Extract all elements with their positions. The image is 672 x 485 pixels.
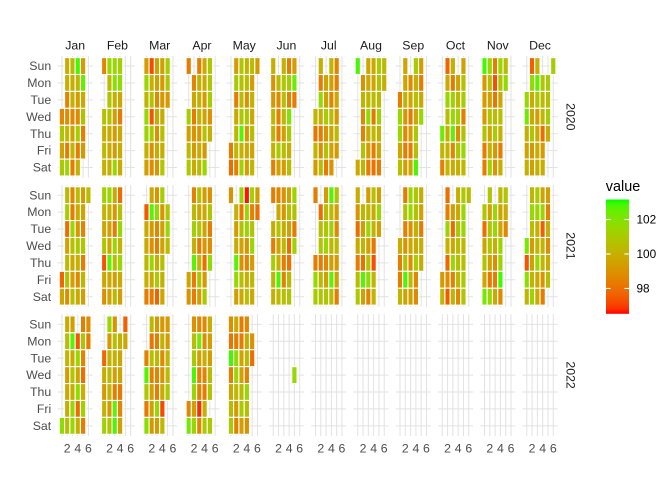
svg-text:Jan: Jan [65, 39, 85, 53]
svg-text:2: 2 [106, 442, 113, 456]
svg-text:6: 6 [465, 442, 472, 456]
svg-text:6: 6 [212, 442, 219, 456]
svg-text:Sat: Sat [33, 290, 52, 304]
svg-text:Dec: Dec [529, 39, 551, 53]
svg-text:6: 6 [508, 442, 515, 456]
svg-text:2: 2 [64, 442, 71, 456]
svg-text:4: 4 [74, 442, 81, 456]
svg-text:2021: 2021 [563, 232, 577, 260]
svg-text:4: 4 [539, 442, 546, 456]
svg-text:value: value [606, 179, 640, 195]
svg-text:Thu: Thu [30, 127, 51, 141]
svg-text:2020: 2020 [563, 103, 577, 131]
svg-text:4: 4 [117, 442, 124, 456]
svg-text:6: 6 [254, 442, 261, 456]
svg-text:2: 2 [444, 442, 451, 456]
svg-text:6: 6 [339, 442, 346, 456]
svg-text:May: May [233, 39, 257, 53]
svg-text:4: 4 [497, 442, 504, 456]
svg-text:4: 4 [201, 442, 208, 456]
svg-text:Mon: Mon [27, 76, 51, 90]
svg-text:100: 100 [637, 247, 657, 261]
svg-text:4: 4 [328, 442, 335, 456]
svg-text:2: 2 [233, 442, 240, 456]
svg-text:Nov: Nov [487, 39, 510, 53]
svg-text:Fri: Fri [37, 273, 51, 287]
svg-text:Wed: Wed [26, 368, 51, 382]
svg-text:6: 6 [381, 442, 388, 456]
svg-text:Sun: Sun [29, 59, 51, 73]
svg-text:4: 4 [243, 442, 250, 456]
svg-text:Tue: Tue [30, 222, 51, 236]
svg-text:Thu: Thu [30, 256, 51, 270]
svg-text:Sat: Sat [33, 161, 52, 175]
svg-text:Mar: Mar [149, 39, 170, 53]
svg-text:2: 2 [529, 442, 536, 456]
svg-text:Fri: Fri [37, 402, 51, 416]
svg-text:2022: 2022 [563, 361, 577, 389]
svg-text:6: 6 [85, 442, 92, 456]
svg-text:Sat: Sat [33, 419, 52, 433]
svg-text:Jun: Jun [277, 39, 297, 53]
svg-text:Thu: Thu [30, 385, 51, 399]
svg-text:6: 6 [127, 442, 134, 456]
svg-text:2: 2 [402, 442, 409, 456]
svg-text:4: 4 [455, 442, 462, 456]
svg-text:Mon: Mon [27, 205, 51, 219]
svg-text:4: 4 [286, 442, 293, 456]
svg-text:2: 2 [360, 442, 367, 456]
svg-text:Sep: Sep [402, 39, 424, 53]
svg-text:2: 2 [191, 442, 198, 456]
svg-text:6: 6 [550, 442, 557, 456]
svg-text:6: 6 [169, 442, 176, 456]
svg-text:2: 2 [317, 442, 324, 456]
svg-text:4: 4 [159, 442, 166, 456]
svg-text:2: 2 [275, 442, 282, 456]
svg-text:Aug: Aug [360, 39, 382, 53]
svg-text:4: 4 [370, 442, 377, 456]
svg-text:Mon: Mon [27, 334, 51, 348]
svg-text:102: 102 [637, 213, 657, 227]
svg-text:Jul: Jul [321, 39, 337, 53]
svg-text:Sun: Sun [29, 188, 51, 202]
svg-text:2: 2 [148, 442, 155, 456]
svg-text:Wed: Wed [26, 110, 51, 124]
svg-text:Tue: Tue [30, 351, 51, 365]
svg-text:Wed: Wed [26, 239, 51, 253]
svg-text:4: 4 [412, 442, 419, 456]
svg-text:Feb: Feb [107, 39, 128, 53]
svg-text:6: 6 [423, 442, 430, 456]
svg-text:6: 6 [296, 442, 303, 456]
svg-text:2: 2 [486, 442, 493, 456]
svg-text:98: 98 [637, 282, 651, 296]
svg-text:Fri: Fri [37, 144, 51, 158]
svg-text:Tue: Tue [30, 93, 51, 107]
svg-text:Apr: Apr [192, 39, 211, 53]
svg-text:Oct: Oct [446, 39, 466, 53]
svg-text:Sun: Sun [29, 317, 51, 331]
